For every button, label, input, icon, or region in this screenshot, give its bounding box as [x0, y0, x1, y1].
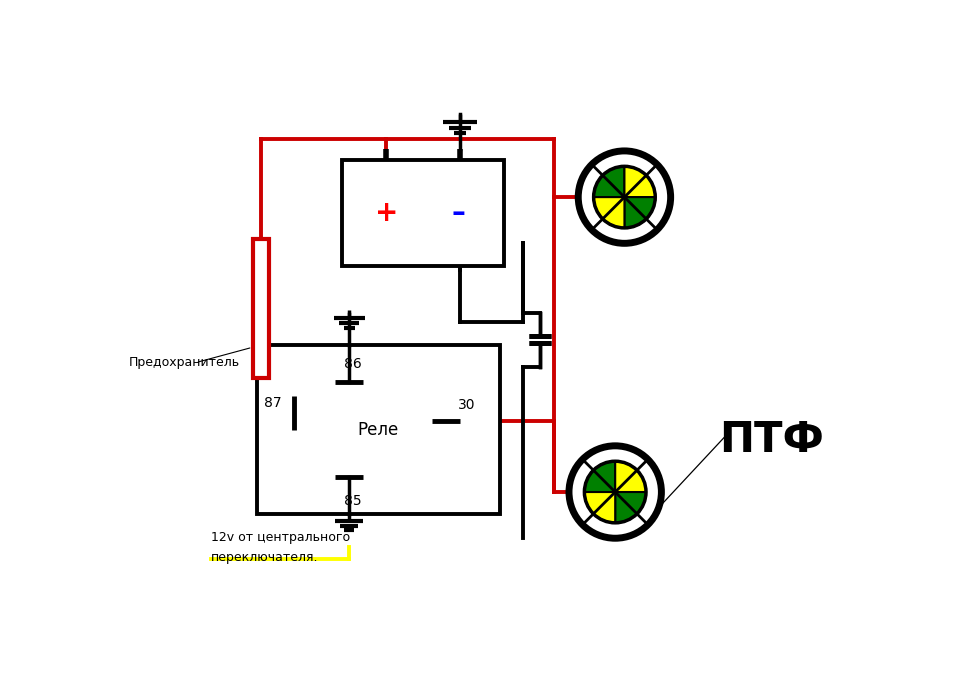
Circle shape [580, 457, 651, 527]
Text: 30: 30 [458, 398, 475, 412]
Bar [257, 345, 500, 514]
Text: Реле: Реле [358, 421, 399, 439]
Wedge shape [624, 166, 656, 197]
Text: 12v от центрального: 12v от центрального [211, 531, 350, 543]
Text: 85: 85 [345, 494, 362, 508]
Wedge shape [593, 166, 624, 197]
Text: ПТФ: ПТФ [719, 419, 824, 461]
Wedge shape [615, 492, 646, 523]
Text: 86: 86 [345, 357, 362, 371]
Wedge shape [593, 197, 624, 228]
Bar [342, 160, 504, 266]
Text: –: – [451, 200, 466, 227]
Wedge shape [585, 462, 615, 492]
Text: Предохранитель: Предохранитель [129, 356, 240, 369]
Text: 87: 87 [264, 396, 282, 410]
Circle shape [589, 161, 660, 233]
Circle shape [578, 151, 671, 243]
Text: переключателя.: переключателя. [211, 552, 319, 564]
Wedge shape [585, 492, 615, 523]
Bar [252, 240, 270, 378]
Circle shape [569, 446, 661, 538]
Wedge shape [624, 197, 656, 228]
Wedge shape [615, 462, 646, 492]
Text: +: + [375, 200, 398, 227]
